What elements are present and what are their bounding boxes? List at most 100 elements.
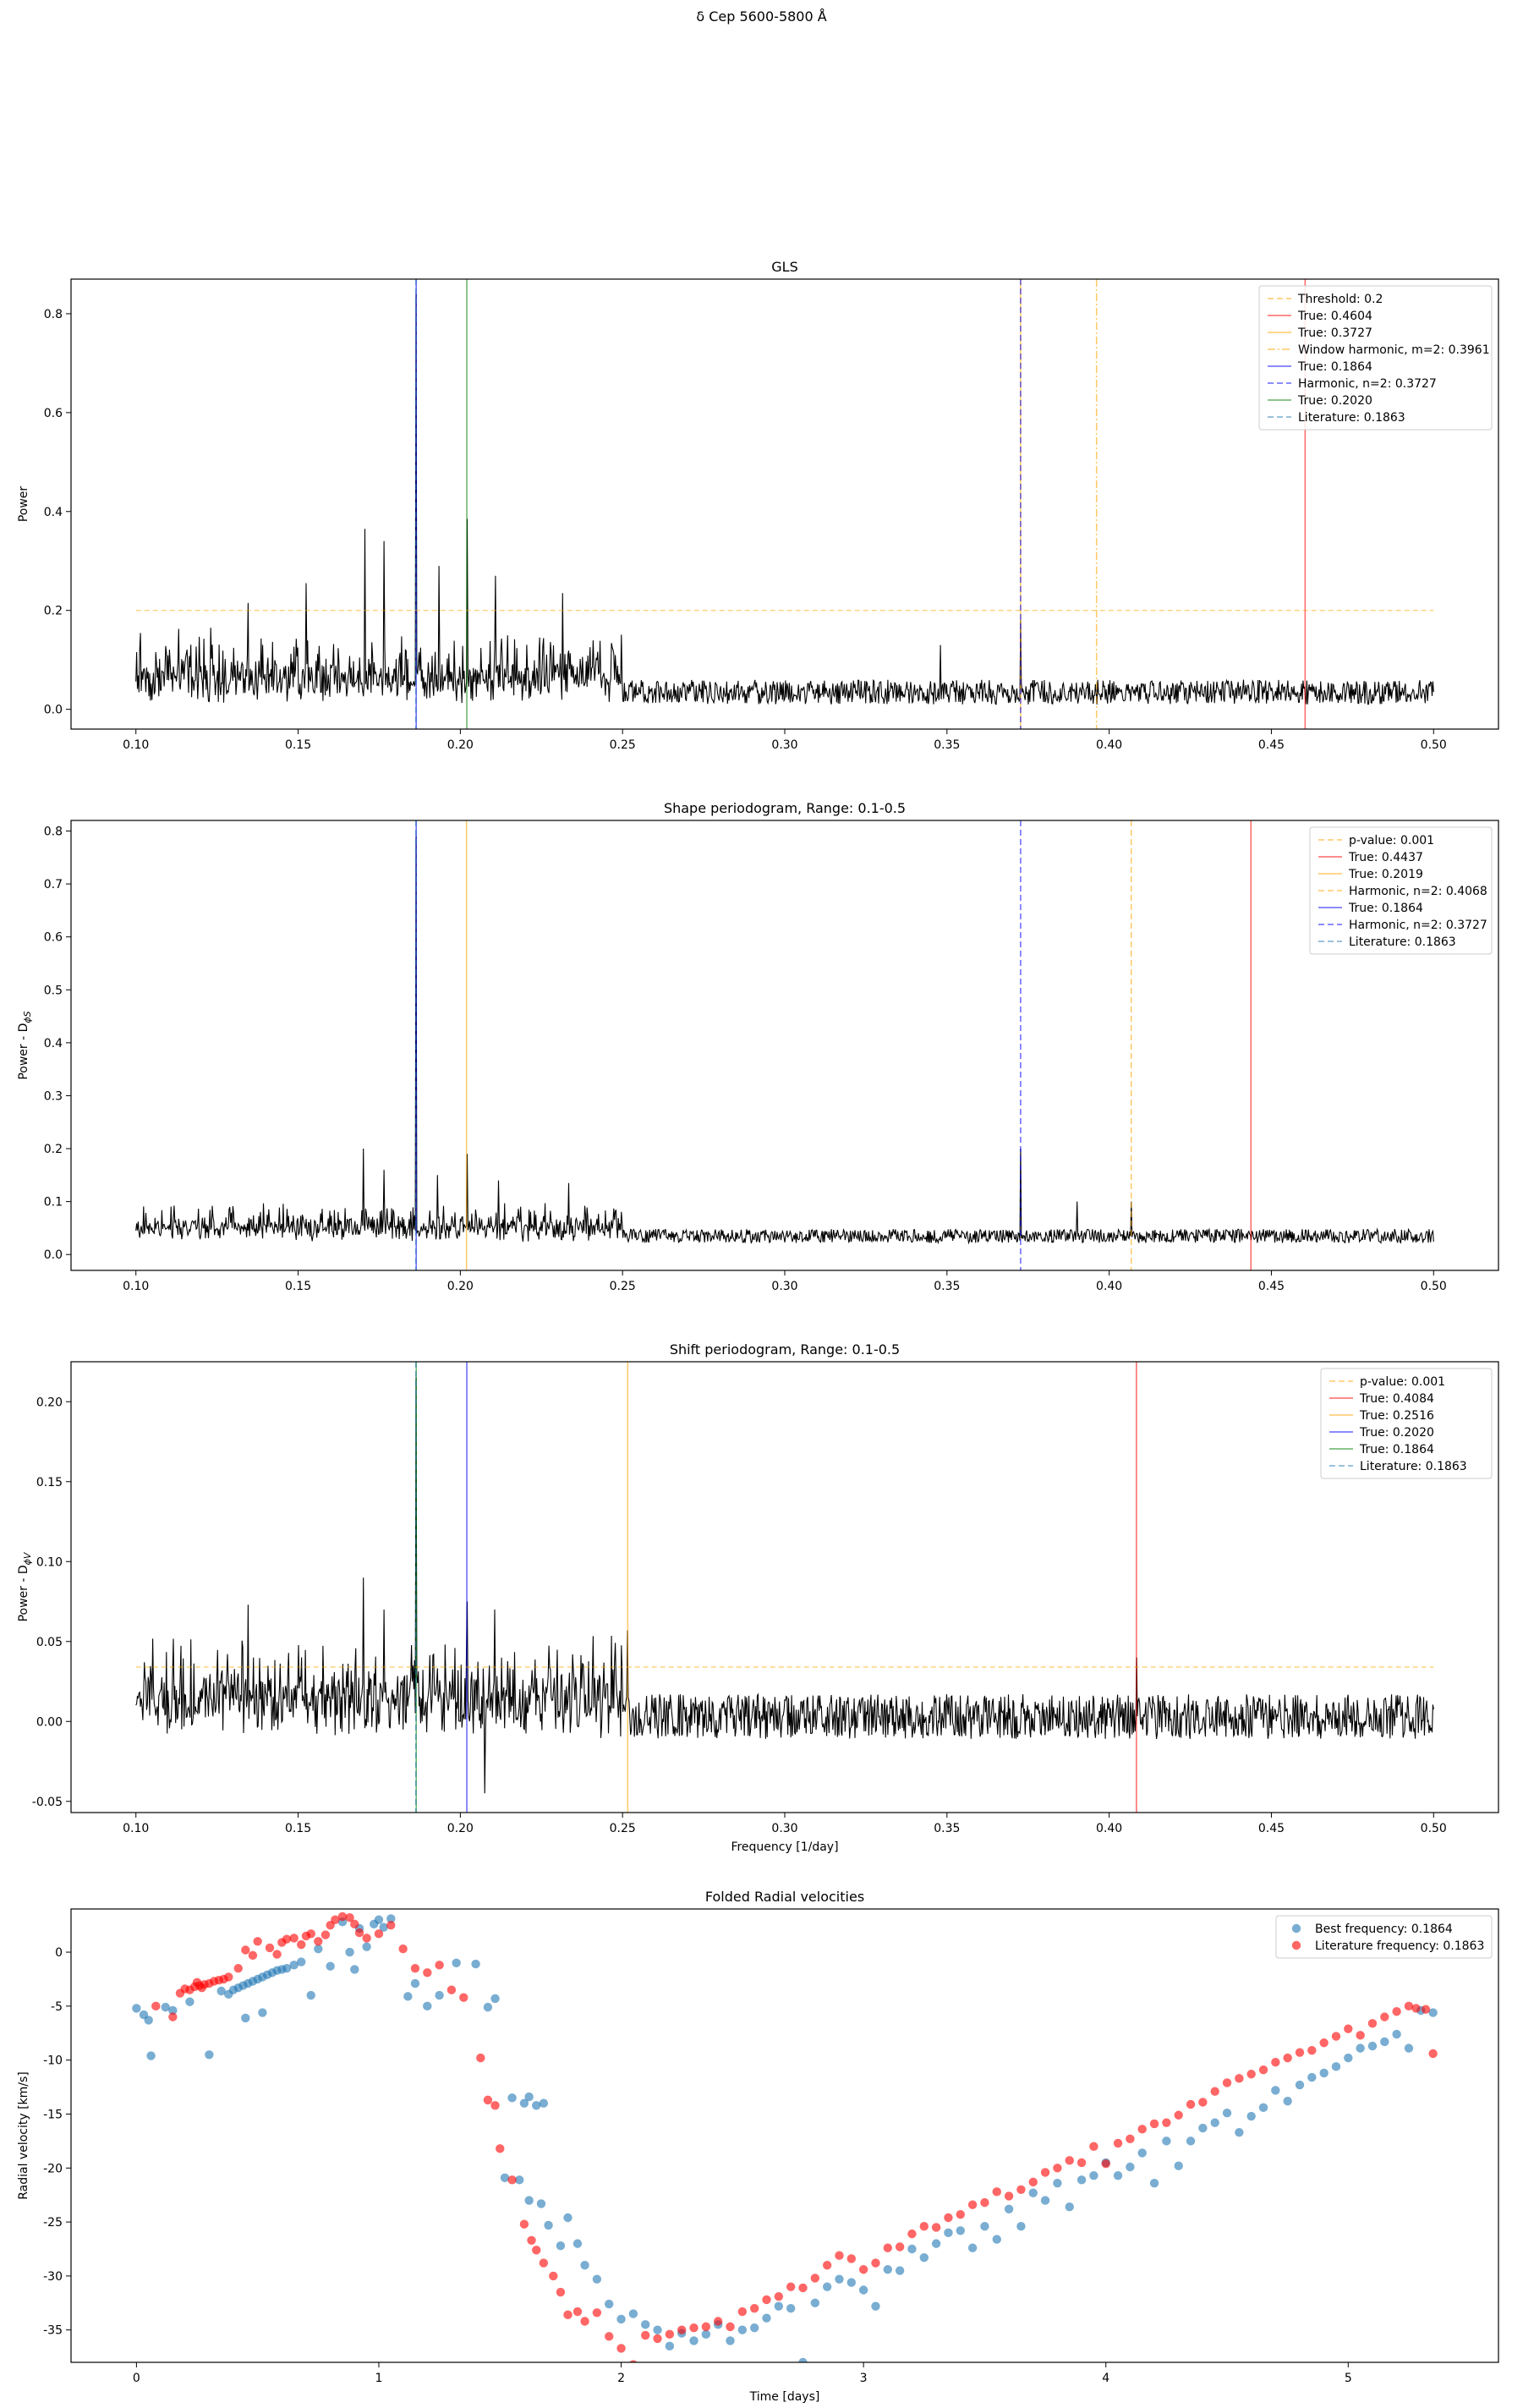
scatter-point bbox=[1307, 2072, 1317, 2082]
legend-label: Harmonic, n=2: 0.3727 bbox=[1298, 377, 1437, 391]
x-tick-label: 0.40 bbox=[1096, 738, 1122, 752]
scatter-point bbox=[1198, 2123, 1208, 2133]
scatter-point bbox=[1210, 2087, 1219, 2096]
scatter-point bbox=[350, 1919, 359, 1929]
scatter-point bbox=[168, 2005, 178, 2016]
scatter-point bbox=[1016, 2185, 1026, 2195]
scatter-point bbox=[1040, 2196, 1050, 2205]
subplot-title: GLS bbox=[771, 259, 797, 275]
scatter-point bbox=[536, 2199, 546, 2208]
scatter-point bbox=[1428, 2008, 1438, 2017]
y-tick-label: -15 bbox=[43, 2108, 63, 2121]
scatter-point bbox=[507, 2093, 517, 2103]
x-tick-label: 1 bbox=[375, 2372, 383, 2385]
scatter-point bbox=[822, 2260, 832, 2270]
scatter-point bbox=[980, 2197, 989, 2208]
scatter-point bbox=[216, 1986, 226, 1996]
scatter-point bbox=[282, 1934, 292, 1944]
scatter-point bbox=[810, 2298, 820, 2308]
y-tick-label: 0.5 bbox=[44, 984, 63, 997]
scatter-point bbox=[282, 1963, 292, 1973]
scatter-point bbox=[701, 2329, 711, 2339]
legend-label: Best frequency: 0.1864 bbox=[1315, 1923, 1453, 1936]
y-tick-label: 0.8 bbox=[44, 308, 63, 321]
scatter-point bbox=[362, 1942, 371, 1951]
x-tick-label: 0.35 bbox=[934, 1822, 960, 1835]
legend-label: Literature: 0.1863 bbox=[1298, 411, 1405, 425]
legend-label: Window harmonic, m=2: 0.3961 bbox=[1298, 343, 1490, 357]
scatter-point bbox=[272, 1950, 282, 1959]
y-tick-label: 0.4 bbox=[44, 1037, 63, 1050]
scatter-point bbox=[265, 1943, 275, 1953]
x-tick-label: 0.45 bbox=[1258, 1280, 1285, 1293]
scatter-point bbox=[483, 2095, 493, 2105]
legend-label: True: 0.2516 bbox=[1359, 1409, 1434, 1423]
legend: p-value: 0.001 True: 0.4084 True: 0.2516 Tr… bbox=[1320, 1368, 1493, 1479]
x-tick-label: 5 bbox=[1345, 2372, 1352, 2385]
scatter-point bbox=[1174, 2161, 1183, 2170]
scatter-point bbox=[144, 2016, 153, 2025]
scatter-point bbox=[1258, 2065, 1268, 2075]
scatter-point bbox=[592, 2308, 602, 2317]
x-tick-label: 0.15 bbox=[285, 1822, 311, 1835]
scatter-point bbox=[835, 2274, 844, 2284]
scatter-point bbox=[1065, 2202, 1074, 2212]
scatter-point bbox=[1295, 2048, 1305, 2057]
x-tick-label: 0.50 bbox=[1421, 1822, 1447, 1835]
power-spectrum-line bbox=[135, 1377, 1434, 1794]
scatter-point bbox=[289, 1961, 299, 1970]
scatter-point bbox=[490, 2101, 500, 2110]
x-tick-label: 0.20 bbox=[447, 1280, 474, 1293]
scatter-point bbox=[1028, 2188, 1038, 2197]
x-tick-label: 0.20 bbox=[447, 1822, 474, 1835]
scatter-point bbox=[1126, 2162, 1135, 2172]
scatter-point bbox=[563, 2310, 572, 2320]
scatter-point bbox=[452, 1958, 461, 1968]
y-tick-label: -30 bbox=[43, 2270, 63, 2284]
y-tick-label: 0.6 bbox=[44, 931, 63, 945]
y-tick-label: 0.6 bbox=[44, 407, 63, 420]
figure-suptitle: δ Cep 5600-5800 Å bbox=[696, 8, 827, 25]
scatter-point bbox=[1186, 2136, 1196, 2146]
scatter-point bbox=[786, 2282, 796, 2291]
scatter-point bbox=[524, 2196, 534, 2205]
scatter-point bbox=[496, 2144, 505, 2153]
legend-label: True: 0.1864 bbox=[1359, 1443, 1434, 1456]
x-tick-label: 0.25 bbox=[610, 1822, 636, 1835]
scatter-point bbox=[524, 2092, 534, 2102]
legend-label: True: 0.1864 bbox=[1348, 902, 1423, 915]
scatter-point bbox=[1421, 2005, 1431, 2014]
scatter-point bbox=[258, 2008, 267, 2017]
scatter-point bbox=[1065, 2156, 1074, 2165]
scatter-point bbox=[967, 2200, 978, 2209]
x-tick-label: 0.40 bbox=[1096, 1822, 1122, 1835]
scatter-point bbox=[1126, 2134, 1135, 2144]
x-tick-label: 2 bbox=[617, 2372, 625, 2385]
scatter-point bbox=[1235, 2074, 1244, 2083]
scatter-point bbox=[641, 2330, 650, 2340]
scatter-point bbox=[253, 1937, 262, 1946]
scatter-point bbox=[1089, 2142, 1098, 2151]
scatter-point bbox=[1319, 2038, 1329, 2048]
scatter-point bbox=[345, 1913, 354, 1923]
legend-marker bbox=[1291, 1940, 1301, 1950]
x-tick-label: 0.20 bbox=[447, 738, 474, 752]
scatter-point bbox=[616, 2344, 626, 2353]
scatter-point bbox=[1356, 2043, 1365, 2053]
scatter-point bbox=[146, 2051, 156, 2060]
x-tick-label: 0.50 bbox=[1421, 1280, 1447, 1293]
scatter-point bbox=[858, 2285, 868, 2295]
y-tick-label: -25 bbox=[43, 2216, 63, 2230]
scatter-point bbox=[1162, 2136, 1171, 2146]
scatter-point bbox=[151, 2001, 161, 2011]
scatter-point bbox=[459, 1993, 468, 2002]
scatter-point bbox=[726, 2322, 735, 2332]
x-tick-label: 0 bbox=[133, 2372, 140, 2385]
y-axis-label: Power bbox=[17, 486, 30, 523]
scatter-point bbox=[1016, 2222, 1026, 2231]
y-tick-label: 0.3 bbox=[44, 1089, 63, 1103]
scatter-point bbox=[1404, 2001, 1414, 2011]
scatter-point bbox=[1101, 2158, 1110, 2169]
scatter-point bbox=[931, 2239, 941, 2248]
x-tick-label: 0.15 bbox=[285, 1280, 311, 1293]
